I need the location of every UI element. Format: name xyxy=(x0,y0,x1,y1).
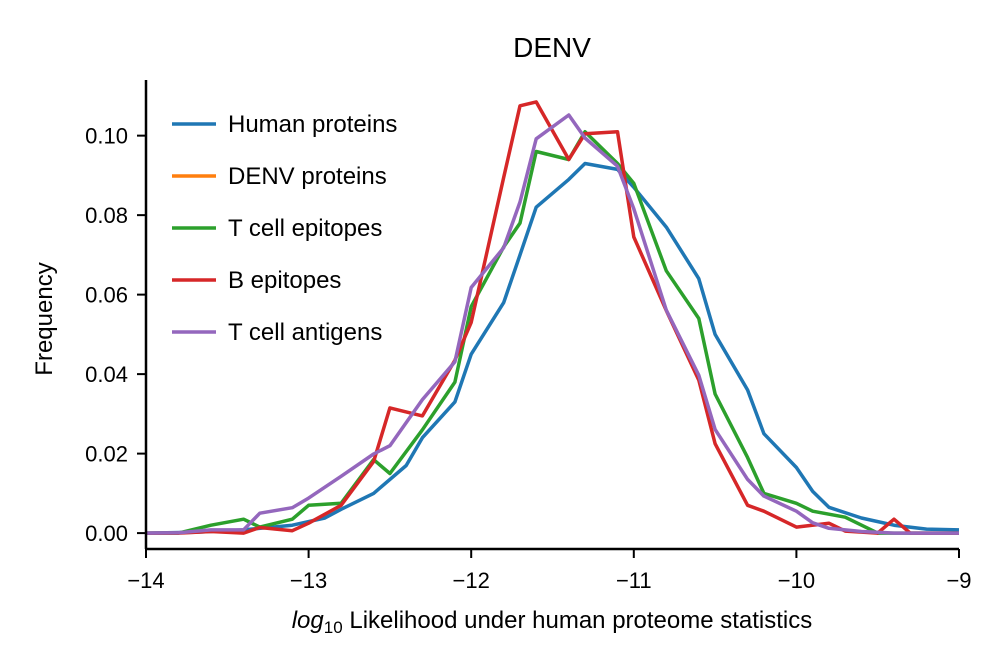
legend: Human proteins DENV proteins T cell epitop… xyxy=(172,111,397,346)
series-line-3 xyxy=(146,100,959,535)
x-tick-label: −11 xyxy=(616,568,652,593)
y-axis-label: Frequency xyxy=(31,262,58,375)
x-axis-label: log10 Likelihood under human proteome st… xyxy=(292,607,813,637)
x-tick-label: −13 xyxy=(290,568,327,593)
series-line-2 xyxy=(146,129,959,535)
y-tick-label: 0.00 xyxy=(85,521,128,546)
x-axis-ticks: −14 −13 −12 −11 −10 −9 xyxy=(127,549,972,593)
x-tick-label: −12 xyxy=(453,568,490,593)
y-axis-ticks: 0.00 0.02 0.04 0.06 0.08 0.10 xyxy=(85,124,146,546)
x-tick-label: −9 xyxy=(946,568,971,593)
series-line-0 xyxy=(145,161,960,535)
legend-label: Human proteins xyxy=(228,111,397,138)
series-line-4 xyxy=(145,113,959,535)
legend-label: DENV proteins xyxy=(228,163,387,190)
legend-label: T cell epitopes xyxy=(228,215,382,242)
x-axis-label-subscript: 10 xyxy=(324,618,343,637)
y-tick-label: 0.08 xyxy=(85,203,128,228)
plot-area xyxy=(145,100,960,535)
x-tick-label: −10 xyxy=(778,568,815,593)
legend-label: T cell antigens xyxy=(228,319,382,346)
y-tick-label: 0.06 xyxy=(85,283,128,308)
x-axis-label-text: Likelihood under human proteome statisti… xyxy=(343,607,813,634)
y-tick-label: 0.10 xyxy=(85,124,128,149)
y-tick-label: 0.04 xyxy=(85,362,128,387)
x-axis-label-math: log xyxy=(292,607,325,634)
chart-title: DENV xyxy=(513,32,591,63)
y-tick-label: 0.02 xyxy=(85,442,128,467)
x-tick-label: −14 xyxy=(127,568,164,593)
legend-label: B epitopes xyxy=(228,267,341,294)
